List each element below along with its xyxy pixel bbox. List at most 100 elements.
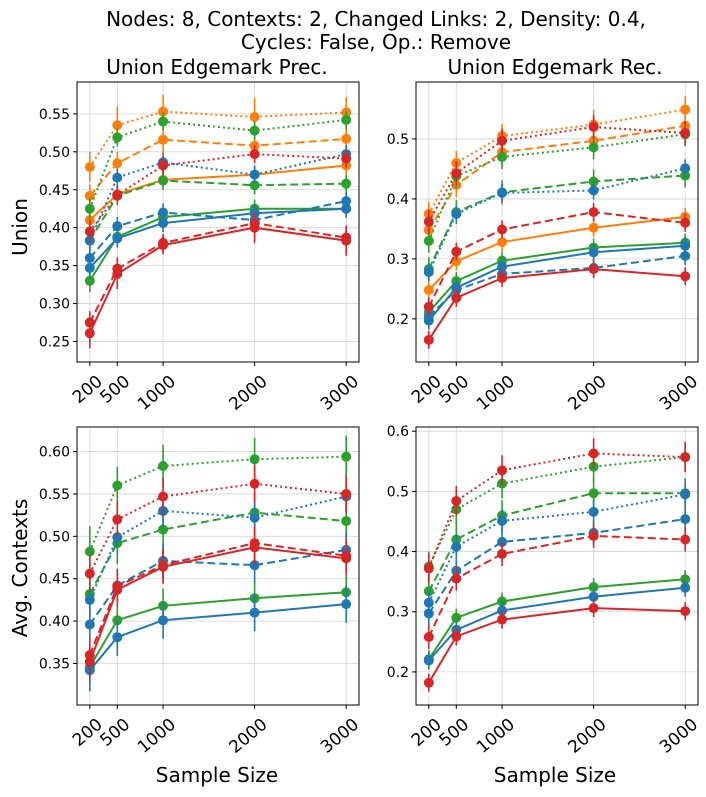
axes-frame (76, 81, 360, 363)
grid (416, 82, 698, 362)
data-point (249, 180, 260, 191)
series-red-dotted (423, 438, 691, 584)
data-point (497, 465, 508, 476)
data-point (423, 632, 434, 643)
data-point (112, 581, 123, 592)
series-line (89, 603, 347, 671)
data-point (84, 649, 95, 660)
data-point (84, 262, 95, 273)
data-point (588, 121, 599, 132)
x-axis-label: Sample Size (494, 763, 616, 787)
data-point (680, 271, 691, 282)
y-tick-label: 0.4 (387, 545, 409, 561)
series-red-dotted (84, 465, 352, 593)
series-line (88, 222, 347, 323)
y-tick-label: 0.40 (39, 221, 70, 237)
series-blue-solid (423, 578, 691, 670)
data-point (451, 208, 462, 219)
series-line (88, 548, 347, 626)
data-point (84, 161, 95, 172)
data-point (451, 573, 462, 584)
series-line (428, 586, 686, 662)
series-red-dashed (84, 211, 352, 334)
y-tick-label: 0.25 (39, 335, 70, 351)
data-point (680, 240, 691, 251)
data-point (423, 311, 434, 322)
data-point (680, 217, 691, 228)
data-point (84, 317, 95, 328)
data-point (84, 190, 95, 201)
data-point (112, 263, 123, 274)
series-green-solid (423, 570, 691, 669)
data-point (680, 104, 691, 115)
x-tick-label: 1000 (134, 372, 180, 415)
data-point (112, 132, 123, 143)
grid (416, 427, 698, 705)
y-tick-label: 0.50 (39, 145, 70, 161)
data-point (158, 237, 169, 248)
data-point (451, 168, 462, 179)
data-point (680, 582, 691, 593)
data-point (497, 614, 508, 625)
x-tick-label: 3000 (317, 715, 363, 758)
data-point (497, 187, 508, 198)
y-tick-label: 0.45 (39, 572, 70, 588)
data-point (588, 488, 599, 499)
x-tick-label: 3000 (656, 372, 702, 415)
data-point (249, 454, 260, 465)
data-point (158, 218, 169, 229)
x-tick-label: 3000 (317, 372, 363, 415)
data-point (249, 169, 260, 180)
data-point (588, 222, 599, 233)
data-point (112, 480, 123, 491)
data-point (84, 594, 95, 605)
data-point (158, 491, 169, 502)
axes-frame (415, 81, 699, 363)
panel-union-edgemark-prec: Union Edgemark Prec. Union 0.25 0.30 0.35 0… (8, 55, 363, 415)
y-tick-label: 0.3 (387, 605, 409, 621)
series-red-dashed (423, 203, 691, 316)
data-point (249, 560, 260, 571)
y-tick-label: 0.55 (39, 487, 70, 503)
data-point (249, 111, 260, 122)
data-point (112, 172, 123, 183)
data-point (84, 203, 95, 214)
data-point (680, 250, 691, 261)
data-point (84, 619, 95, 630)
x-tick-label: 2000 (225, 372, 271, 415)
series-line (88, 511, 347, 595)
y-tick-label: 0.6 (387, 424, 409, 440)
data-point (423, 301, 434, 312)
data-point (680, 534, 691, 545)
data-point (423, 655, 434, 666)
series-blue-solid (423, 236, 691, 330)
series-line (88, 226, 347, 334)
data-point (249, 607, 260, 618)
series-green-dashed (423, 163, 691, 282)
series-line (427, 456, 686, 568)
series-line (427, 493, 686, 604)
data-point (451, 292, 462, 303)
y-tick-label: 0.55 (39, 107, 70, 123)
data-point (423, 235, 434, 246)
data-point (680, 452, 691, 463)
series-line (427, 133, 686, 242)
y-tick-label: 0.60 (39, 445, 70, 461)
series-line (89, 200, 347, 259)
y-axis-label: Union (8, 198, 32, 256)
figure-suptitle-line2: Cycles: False, Op.: Remove (241, 30, 511, 54)
series-red-dashed (423, 523, 691, 650)
data-point (423, 677, 434, 688)
x-tick-label: 500 (435, 372, 473, 408)
data-point (341, 599, 352, 610)
data-point (588, 247, 599, 258)
data-point (341, 178, 352, 189)
data-point (112, 190, 123, 201)
series-orange-dashed (84, 124, 352, 208)
data-point (84, 253, 95, 264)
data-point (497, 273, 508, 284)
series-orange-dotted (423, 96, 691, 226)
data-point (112, 632, 123, 643)
data-point (158, 615, 169, 626)
data-point (341, 550, 352, 561)
